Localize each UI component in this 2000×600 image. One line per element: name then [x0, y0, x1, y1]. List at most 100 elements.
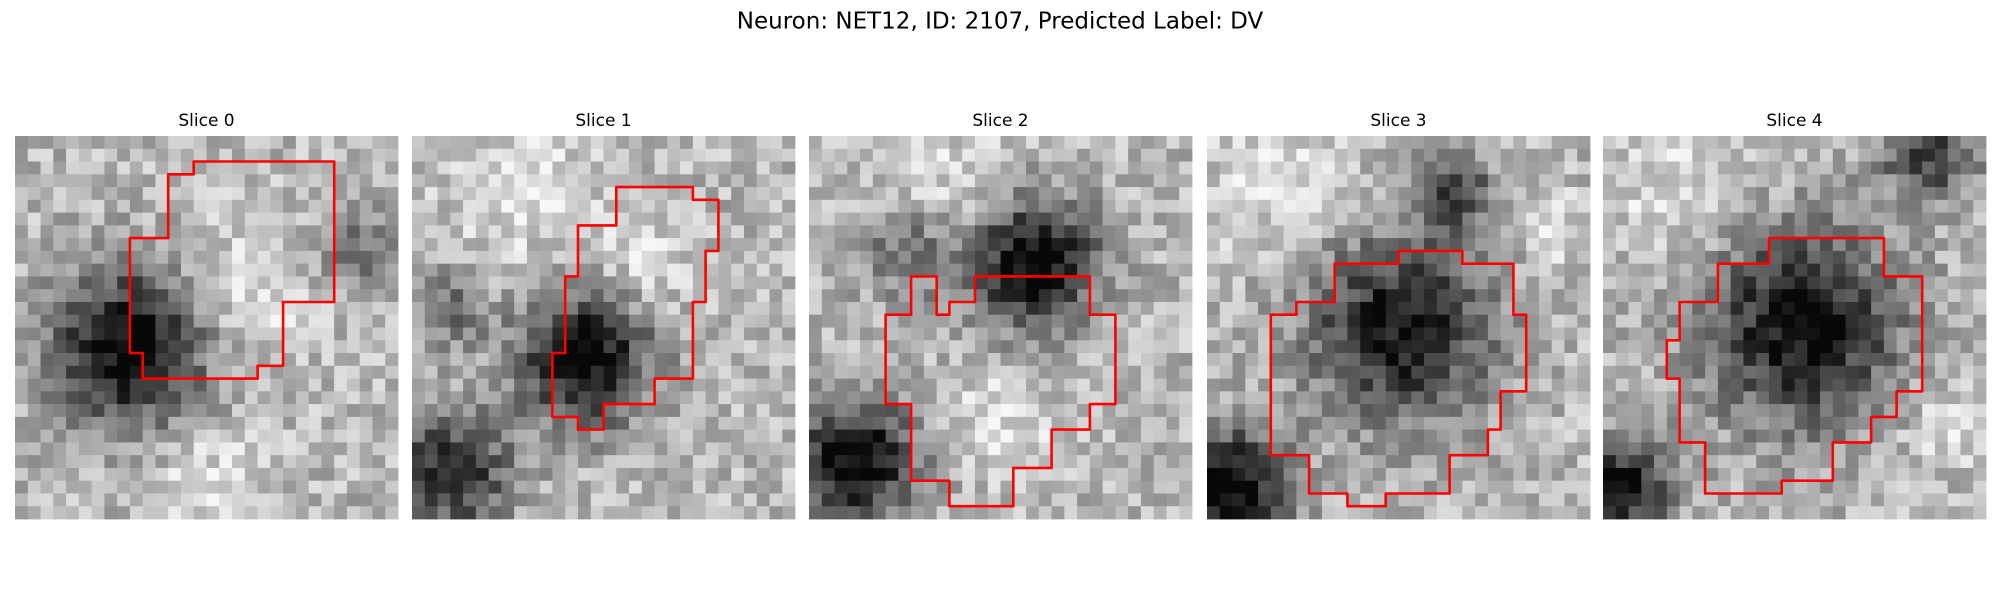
pixel [885, 289, 899, 303]
pixel [1538, 225, 1553, 239]
pixel [1038, 314, 1052, 328]
pixel [1973, 365, 1987, 379]
pixel [1743, 378, 1757, 392]
pixel [283, 250, 297, 265]
pixel [769, 506, 783, 520]
pixel [475, 442, 489, 456]
pixel [1807, 416, 1821, 431]
pixel [1026, 455, 1040, 469]
pixel [1628, 289, 1642, 303]
pixel [692, 187, 707, 201]
pixel [1820, 442, 1834, 456]
pixel [168, 467, 182, 482]
pixel [1679, 404, 1693, 418]
pixel [244, 289, 258, 303]
pixel [821, 327, 835, 341]
pixel [1102, 301, 1116, 316]
pixel [1603, 480, 1617, 494]
pixel [1179, 378, 1193, 392]
pixel [168, 506, 182, 520]
pixel [1973, 314, 1987, 328]
pixel [782, 238, 796, 252]
pixel [898, 480, 912, 494]
pixel [1807, 238, 1821, 252]
pixel [577, 365, 592, 379]
pixel [1500, 365, 1514, 379]
pixel [718, 174, 732, 188]
pixel [911, 365, 925, 379]
pixel [1013, 174, 1027, 188]
pixel [1283, 378, 1297, 392]
pixel [1372, 250, 1387, 265]
pixel [359, 365, 373, 379]
pixel [616, 136, 630, 150]
pixel [1153, 416, 1167, 431]
pixel [334, 174, 348, 188]
pixel [1973, 416, 1987, 431]
pixel [1013, 340, 1027, 354]
pixel [385, 391, 399, 405]
pixel [1258, 416, 1272, 431]
pixel [206, 340, 220, 354]
pixel [1385, 391, 1399, 405]
pixel [1309, 506, 1323, 520]
pixel [219, 289, 233, 303]
pixel [885, 250, 899, 265]
pixel [1360, 250, 1374, 265]
pixel [1538, 353, 1553, 367]
pixel [1283, 365, 1297, 379]
pixel [1000, 365, 1014, 379]
pixel [1207, 238, 1221, 252]
pixel [949, 429, 963, 443]
pixel [78, 493, 92, 507]
pixel [232, 225, 246, 239]
pixel [654, 467, 668, 482]
pixel [1743, 276, 1757, 290]
pixel [1564, 136, 1578, 150]
pixel [1334, 327, 1348, 341]
pixel [193, 161, 207, 175]
pixel [667, 429, 681, 443]
pixel [1026, 378, 1040, 392]
pixel [424, 263, 438, 277]
pixel [1051, 353, 1065, 367]
pixel [1615, 238, 1629, 252]
pixel [155, 506, 169, 520]
pixel [1013, 404, 1027, 418]
pixel [1309, 391, 1323, 405]
pixel [244, 353, 258, 367]
pixel [346, 136, 361, 150]
pixel [1858, 301, 1872, 316]
pixel [718, 480, 732, 494]
pixel [1436, 391, 1450, 405]
pixel [488, 416, 502, 431]
pixel [1411, 404, 1425, 418]
pixel [514, 442, 528, 456]
panel-title: Slice 2 [972, 111, 1028, 131]
pixel [1692, 404, 1706, 418]
pixel [641, 161, 655, 175]
pixel [334, 365, 348, 379]
pixel [1500, 199, 1514, 213]
pixel [219, 480, 233, 494]
pixel [1000, 276, 1014, 290]
pixel [936, 276, 950, 290]
pixel [769, 467, 783, 482]
pixel [40, 365, 54, 379]
pixel [1102, 365, 1116, 379]
pixel [104, 250, 118, 265]
pixel [1487, 365, 1502, 379]
pixel [1973, 225, 1987, 239]
pixel [385, 136, 399, 150]
pixel [1947, 365, 1961, 379]
pixel [1781, 136, 1795, 150]
pixel [117, 136, 131, 150]
pixel [923, 442, 938, 456]
pixel [412, 365, 426, 379]
pixel [1207, 365, 1221, 379]
pixel [501, 391, 515, 405]
pixel [1013, 416, 1027, 431]
pixel [372, 340, 386, 354]
pixel [911, 187, 925, 201]
pixel [1038, 340, 1052, 354]
